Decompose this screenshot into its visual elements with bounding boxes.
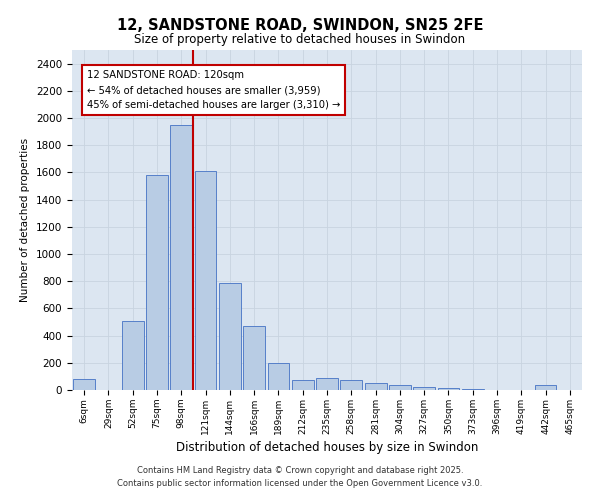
Bar bbox=[413, 386, 435, 390]
Text: Size of property relative to detached houses in Swindon: Size of property relative to detached ho… bbox=[134, 32, 466, 46]
Bar bbox=[146, 175, 168, 390]
Text: 12, SANDSTONE ROAD, SWINDON, SN25 2FE: 12, SANDSTONE ROAD, SWINDON, SN25 2FE bbox=[117, 18, 483, 32]
Bar bbox=[194, 171, 217, 390]
Bar bbox=[292, 380, 314, 390]
Bar bbox=[73, 379, 95, 390]
Bar bbox=[219, 282, 241, 390]
Bar bbox=[170, 125, 192, 390]
Bar bbox=[365, 382, 386, 390]
Bar bbox=[535, 385, 556, 390]
Bar bbox=[122, 320, 143, 390]
Bar bbox=[243, 326, 265, 390]
Text: 12 SANDSTONE ROAD: 120sqm
← 54% of detached houses are smaller (3,959)
45% of se: 12 SANDSTONE ROAD: 120sqm ← 54% of detac… bbox=[86, 70, 340, 110]
Bar bbox=[316, 378, 338, 390]
Text: Contains HM Land Registry data © Crown copyright and database right 2025.
Contai: Contains HM Land Registry data © Crown c… bbox=[118, 466, 482, 487]
X-axis label: Distribution of detached houses by size in Swindon: Distribution of detached houses by size … bbox=[176, 441, 478, 454]
Bar bbox=[437, 388, 460, 390]
Bar bbox=[268, 363, 289, 390]
Y-axis label: Number of detached properties: Number of detached properties bbox=[20, 138, 31, 302]
Bar bbox=[340, 380, 362, 390]
Bar bbox=[389, 384, 411, 390]
